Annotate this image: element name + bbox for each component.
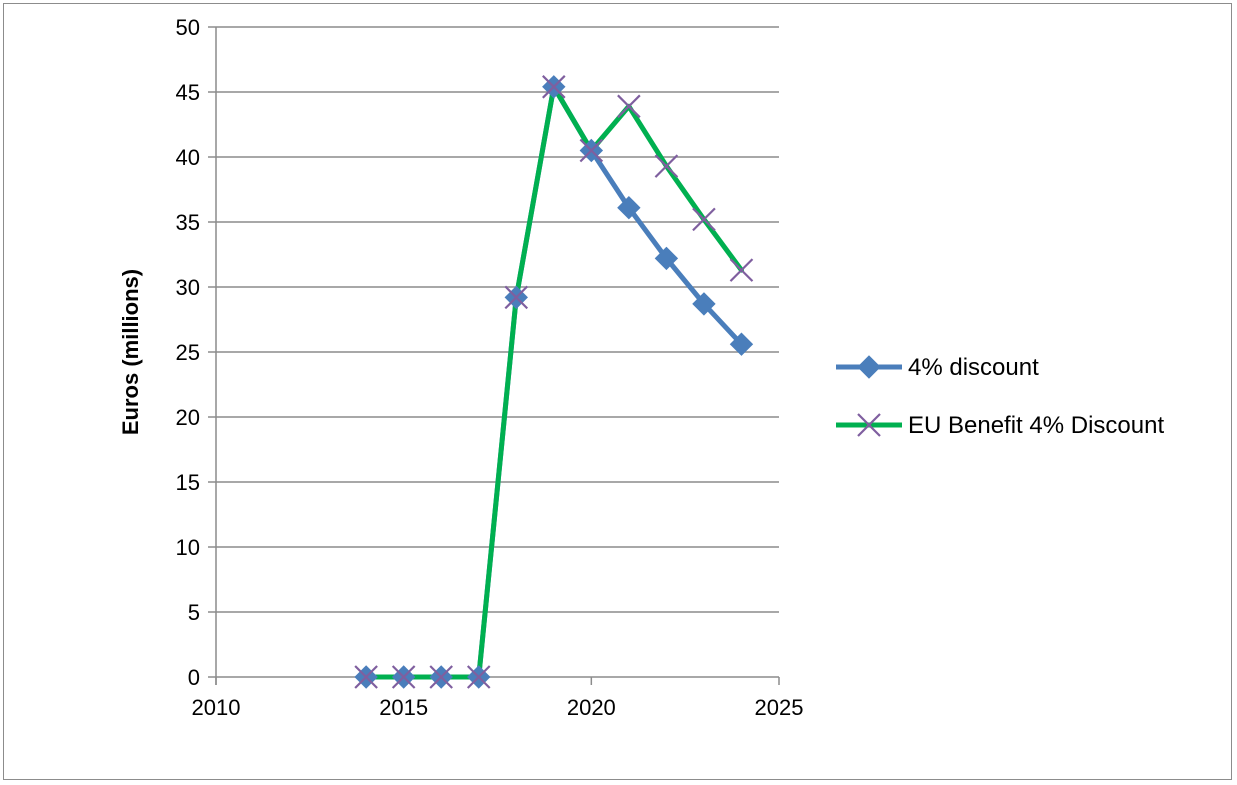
series-markers-2 [354, 75, 754, 689]
data-point [542, 75, 566, 99]
series-line-2 [363, 84, 744, 680]
data-point [617, 94, 641, 119]
y-tick-label: 30 [176, 275, 200, 300]
x-tick-label: 2015 [379, 695, 428, 720]
legend-swatch-marker [857, 355, 881, 379]
data-point [466, 665, 491, 689]
data-point [579, 138, 604, 163]
series-layer [354, 75, 754, 689]
data-point [692, 292, 716, 316]
legend-entry-1: 4% discount [836, 354, 1039, 381]
y-tick-label: 10 [176, 535, 200, 560]
series-markers-1 [354, 75, 754, 689]
data-point [504, 285, 529, 310]
legend: 4% discount EU Benefit 4% Discount [836, 354, 1164, 439]
legend-swatch-marker [857, 413, 881, 437]
data-point [617, 195, 641, 220]
y-axis-title: Euros (millions) [118, 269, 143, 435]
legend-entry-2: EU Benefit 4% Discount [836, 412, 1164, 439]
y-tick-label: 45 [176, 80, 200, 105]
data-point [354, 665, 378, 689]
y-tick-label: 50 [176, 15, 200, 40]
data-point [429, 665, 453, 689]
y-tick-label: 5 [188, 600, 200, 625]
data-point [391, 665, 416, 689]
data-point [654, 246, 679, 271]
legend-label: EU Benefit 4% Discount [908, 412, 1164, 439]
y-tick-label: 40 [176, 145, 200, 170]
x-tick-label: 2010 [192, 695, 241, 720]
y-tick-label: 0 [188, 665, 200, 690]
data-point [692, 207, 716, 232]
x-tick-label: 2020 [567, 695, 616, 720]
data-point [729, 258, 754, 282]
data-point [654, 154, 679, 178]
legend-label: 4% discount [908, 354, 1039, 381]
x-tick-label: 2025 [755, 695, 804, 720]
y-tick-label: 35 [176, 210, 200, 235]
y-tick-label: 15 [176, 470, 200, 495]
data-point [729, 332, 754, 356]
gridlines [216, 26, 779, 613]
series-line-1 [363, 84, 744, 680]
y-tick-label: 20 [176, 405, 200, 430]
y-tick-label: 25 [176, 340, 200, 365]
chart-frame [3, 3, 1232, 780]
